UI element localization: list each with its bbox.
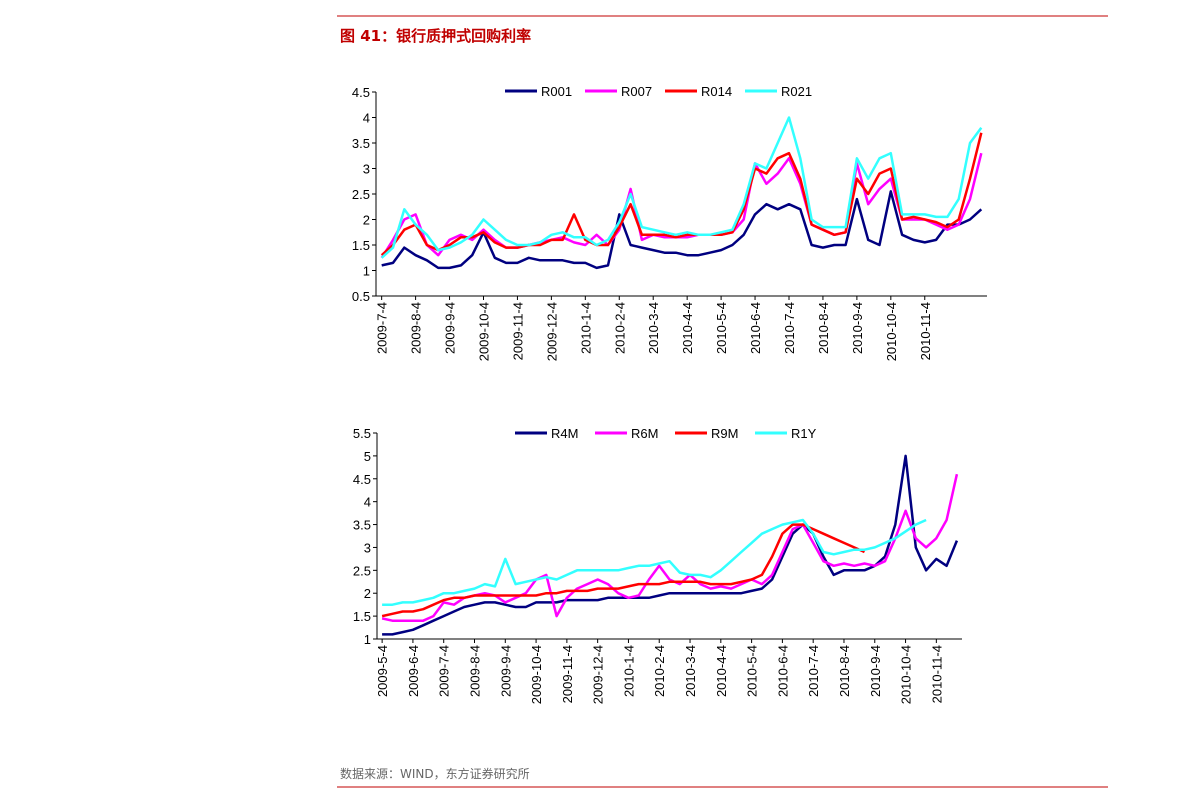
x-tick-label: 2010-9-4	[868, 645, 883, 697]
legend-label: R6M	[631, 426, 658, 441]
x-tick-label: 2009-7-4	[437, 645, 452, 697]
legend-label: R1Y	[791, 426, 817, 441]
x-tick-label: 2010-2-4	[652, 645, 667, 697]
source-note: 数据来源：WIND，东方证券研究所	[340, 766, 530, 781]
x-tick-label: 2010-1-4	[578, 302, 593, 354]
x-tick-label: 2010-6-4	[775, 645, 790, 697]
legend-label: R007	[621, 84, 652, 99]
x-tick-label: 2010-10-4	[899, 645, 914, 704]
x-tick-label: 2010-4-4	[680, 302, 695, 354]
y-tick-label: 2.5	[352, 187, 370, 202]
y-tick-label: 1	[364, 632, 371, 647]
y-tick-label: 5	[364, 449, 371, 464]
x-tick-label: 2009-6-4	[406, 645, 421, 697]
x-tick-label: 2010-5-4	[714, 302, 729, 354]
x-tick-label: 2009-8-4	[409, 302, 424, 354]
x-tick-label: 2009-8-4	[468, 645, 483, 697]
y-tick-label: 3.5	[352, 136, 370, 151]
x-tick-label: 2009-10-4	[476, 302, 491, 361]
x-tick-label: 2010-8-4	[837, 645, 852, 697]
x-tick-label: 2010-1-4	[621, 645, 636, 697]
y-tick-label: 1	[363, 264, 370, 279]
y-tick-label: 2.5	[353, 563, 371, 578]
x-tick-label: 2010-8-4	[816, 302, 831, 354]
x-tick-label: 2009-9-4	[498, 645, 513, 697]
legend-label: R014	[701, 84, 732, 99]
y-tick-label: 0.5	[352, 289, 370, 304]
x-tick-label: 2009-11-4	[510, 302, 525, 360]
series-line	[382, 518, 927, 606]
x-tick-label: 2009-5-4	[375, 645, 390, 697]
x-tick-label: 2009-7-4	[375, 302, 390, 354]
y-tick-label: 1.5	[353, 609, 371, 624]
y-tick-label: 4.5	[353, 472, 371, 487]
x-tick-label: 2010-11-4	[929, 645, 944, 703]
series-line	[381, 190, 983, 270]
series-line	[381, 523, 866, 618]
y-tick-label: 2	[364, 586, 371, 601]
x-tick-label: 2010-11-4	[918, 302, 933, 360]
figure-title: 图 41：银行质押式回购利率	[340, 27, 531, 45]
y-tick-label: 4.5	[352, 85, 370, 100]
x-tick-label: 2010-3-4	[683, 645, 698, 697]
legend-label: R021	[781, 84, 812, 99]
x-tick-label: 2010-6-4	[748, 302, 763, 354]
x-tick-label: 2010-7-4	[806, 645, 821, 697]
y-tick-label: 2	[363, 213, 370, 228]
x-tick-label: 2010-7-4	[782, 302, 797, 354]
x-tick-label: 2009-9-4	[443, 302, 458, 354]
x-tick-label: 2009-12-4	[591, 645, 606, 704]
y-tick-label: 3.5	[353, 518, 371, 533]
y-tick-label: 4	[363, 111, 370, 126]
x-tick-label: 2010-4-4	[714, 645, 729, 697]
legend-label: R001	[541, 84, 572, 99]
series-line	[382, 454, 959, 636]
x-tick-label: 2009-10-4	[529, 645, 544, 704]
y-tick-label: 4	[364, 495, 371, 510]
x-tick-label: 2010-9-4	[850, 302, 865, 354]
series-line	[380, 132, 983, 257]
x-tick-label: 2010-3-4	[646, 302, 661, 354]
x-tick-label: 2009-11-4	[560, 645, 575, 703]
y-tick-label: 5.5	[353, 426, 371, 441]
series-line	[380, 116, 983, 259]
x-tick-label: 2010-10-4	[884, 302, 899, 361]
x-tick-label: 2010-2-4	[612, 302, 627, 354]
y-tick-label: 3	[364, 540, 371, 555]
x-tick-label: 2009-12-4	[544, 302, 559, 361]
y-tick-label: 3	[363, 162, 370, 177]
legend-label: R4M	[551, 426, 578, 441]
x-tick-label: 2010-5-4	[745, 645, 760, 697]
legend-label: R9M	[711, 426, 738, 441]
y-tick-label: 1.5	[352, 238, 370, 253]
